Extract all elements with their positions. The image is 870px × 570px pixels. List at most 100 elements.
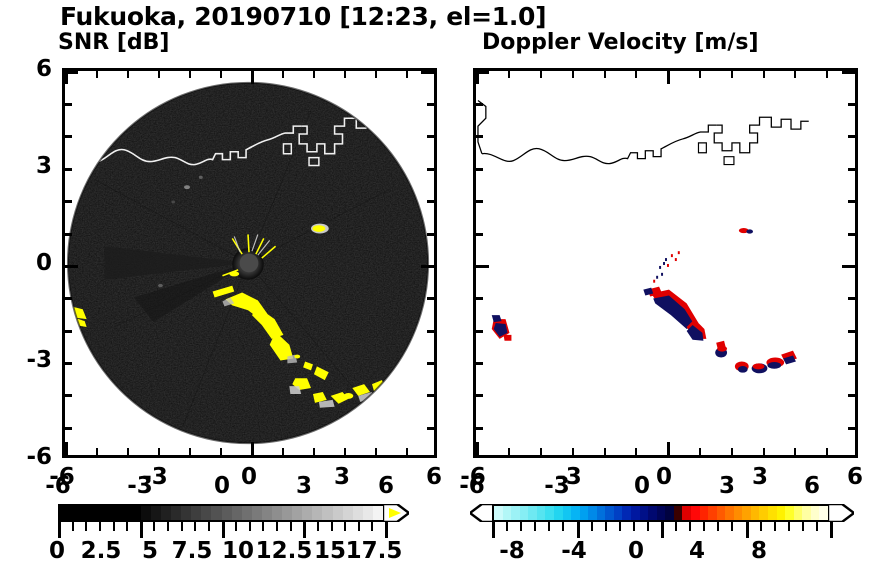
colorbar-segment bbox=[302, 506, 313, 520]
colorbar-tick-minor bbox=[248, 522, 251, 531]
colorbar-tick-minor bbox=[71, 522, 74, 531]
doppler-colorbar-arrow-left-icon bbox=[470, 504, 496, 522]
colorbar-segment bbox=[100, 506, 111, 520]
colorbar-tick-minor bbox=[98, 522, 101, 531]
colorbar-tick-minor bbox=[534, 522, 537, 531]
snr-cbar-value-0: 0 bbox=[48, 538, 65, 564]
colorbar-segment bbox=[716, 506, 726, 520]
colorbar-segment bbox=[292, 506, 303, 520]
colorbar-segment bbox=[553, 506, 563, 520]
colorbar-segment bbox=[588, 506, 597, 520]
doppler-colorbar-arrow-right-icon bbox=[828, 504, 854, 522]
snr-ytick-label-0: 0 bbox=[35, 250, 52, 276]
doppler-colorbar-gradient bbox=[492, 504, 830, 522]
colorbar-tick-major bbox=[830, 522, 833, 538]
colorbar-tick-major bbox=[745, 522, 749, 538]
colorbar-segment bbox=[191, 506, 202, 520]
colorbar-segment bbox=[545, 506, 554, 520]
colorbar-tick-minor bbox=[330, 522, 333, 531]
colorbar-segment bbox=[665, 506, 674, 520]
colorbar-segment bbox=[171, 506, 182, 520]
colorbar-segment bbox=[332, 506, 343, 520]
colorbar-segment bbox=[682, 506, 691, 520]
colorbar-tick-minor bbox=[207, 522, 210, 531]
colorbar-segment bbox=[613, 506, 623, 520]
colorbar-tick-minor bbox=[153, 522, 156, 531]
colorbar-segment bbox=[742, 506, 751, 520]
snr-panel-title: SNR [dB] bbox=[58, 30, 170, 55]
doppler-xtick-label-m6: -6 bbox=[460, 464, 486, 490]
colorbar-tick-minor bbox=[787, 522, 790, 531]
colorbar-tick-minor bbox=[632, 522, 635, 531]
doppler-xtick-label-6: 6 bbox=[846, 464, 863, 490]
colorbar-tick-minor bbox=[262, 522, 265, 531]
snr-ytick-label-m3: -3 bbox=[26, 347, 52, 373]
snr-cbar-value-7_5: 7.5 bbox=[171, 538, 213, 564]
snr-xtick-label-m6: -6 bbox=[49, 464, 75, 490]
colorbar-tick-minor bbox=[731, 522, 734, 531]
colorbar-tick-major bbox=[221, 522, 225, 538]
colorbar-tick-minor bbox=[180, 522, 183, 531]
snr-cbar-axis-m6: -6 bbox=[45, 473, 71, 499]
doppler-xtick-label-3: 3 bbox=[751, 464, 768, 490]
colorbar-segment bbox=[130, 506, 141, 520]
doppler-cbar-value-m4: -4 bbox=[561, 538, 587, 564]
page-title: Fukuoka, 20190710 [12:23, el=1.0] bbox=[60, 2, 547, 31]
colorbar-tick-minor bbox=[548, 522, 551, 531]
colorbar-tick-minor bbox=[506, 522, 509, 531]
colorbar-segment bbox=[120, 506, 131, 520]
colorbar-segment bbox=[261, 506, 272, 520]
colorbar-segment bbox=[536, 506, 546, 520]
snr-cbar-axis-0: 0 bbox=[213, 473, 230, 499]
colorbar-segment bbox=[699, 506, 709, 520]
snr-cbar-value-5: 5 bbox=[141, 538, 158, 564]
doppler-cbar-axis-0: 0 bbox=[633, 473, 650, 499]
colorbar-segment bbox=[631, 506, 640, 520]
snr-colorbar-arrow-right-icon bbox=[383, 504, 409, 522]
doppler-cbar-value-m8: -8 bbox=[499, 538, 525, 564]
colorbar-segment bbox=[511, 506, 520, 520]
colorbar-tick-minor bbox=[276, 522, 278, 531]
colorbar-segment bbox=[362, 506, 373, 520]
colorbar-segment bbox=[231, 506, 242, 520]
snr-colorbar-gradient bbox=[58, 504, 385, 522]
colorbar-tick-major bbox=[661, 522, 664, 538]
colorbar-segment bbox=[673, 506, 683, 520]
snr-plot[interactable] bbox=[62, 68, 437, 458]
colorbar-tick-minor bbox=[289, 522, 292, 531]
colorbar-tick-minor bbox=[689, 522, 692, 531]
snr-ytick-label-m6: -6 bbox=[26, 444, 52, 470]
snr-radar-image bbox=[65, 71, 434, 455]
colorbar-segment bbox=[312, 506, 323, 520]
colorbar-segment bbox=[622, 506, 631, 520]
colorbar-segment bbox=[140, 506, 151, 520]
colorbar-segment bbox=[793, 506, 803, 520]
colorbar-tick-major bbox=[576, 522, 580, 538]
colorbar-segment bbox=[656, 506, 666, 520]
snr-xtick-label-3: 3 bbox=[333, 464, 350, 490]
colorbar-tick-minor bbox=[703, 522, 706, 531]
colorbar-tick-minor bbox=[112, 522, 115, 531]
colorbar-segment bbox=[150, 506, 161, 520]
doppler-xtick-label-m3: -3 bbox=[556, 464, 582, 490]
colorbar-tick-minor bbox=[759, 522, 762, 531]
colorbar-segment bbox=[528, 506, 537, 520]
colorbar-tick-minor bbox=[520, 522, 523, 531]
colorbar-tick-minor bbox=[194, 522, 197, 531]
doppler-plot[interactable] bbox=[473, 68, 858, 458]
colorbar-segment bbox=[342, 506, 353, 520]
colorbar-tick-minor bbox=[717, 522, 720, 531]
snr-cbar-axis-6: 6 bbox=[377, 473, 394, 499]
colorbar-segment bbox=[690, 506, 700, 520]
doppler-cbar-axis-m3: -3 bbox=[544, 473, 570, 499]
colorbar-segment bbox=[725, 506, 734, 520]
colorbar-tick-minor bbox=[126, 522, 129, 531]
doppler-cbar-axis-m6: -6 bbox=[459, 473, 485, 499]
colorbar-segment bbox=[596, 506, 606, 520]
colorbar-tick-minor bbox=[371, 522, 374, 531]
colorbar-tick-minor bbox=[801, 522, 804, 531]
colorbar-segment bbox=[768, 506, 777, 520]
colorbar-segment bbox=[322, 506, 333, 520]
colorbar-tick-minor bbox=[604, 522, 607, 531]
colorbar-tick-major bbox=[385, 522, 388, 538]
